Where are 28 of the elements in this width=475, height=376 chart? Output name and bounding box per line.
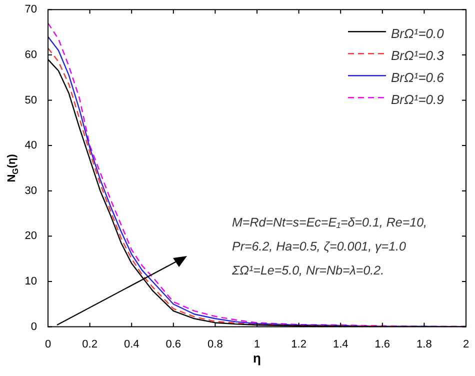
y-tick-label: 0 bbox=[30, 320, 37, 333]
legend-label: BrΩ¹=0.6 bbox=[391, 70, 445, 86]
y-tick-label: 30 bbox=[24, 184, 37, 197]
y-tick-label: 60 bbox=[24, 48, 37, 61]
x-tick-label: 0 bbox=[44, 338, 52, 350]
legend-label: BrΩ¹=0.3 bbox=[391, 48, 445, 64]
y-tick-label: 10 bbox=[24, 276, 37, 288]
annotation: ΣΩ¹=Le=5.0, Nr=Nb=λ=0.2. bbox=[231, 263, 384, 278]
x-tick-label: 1 bbox=[254, 338, 260, 350]
x-tick-label: 0.2 bbox=[82, 338, 98, 350]
legend-label: BrΩ¹=0.9 bbox=[391, 92, 444, 108]
x-tick-label: 1.4 bbox=[332, 338, 348, 350]
x-tick-label: 1.6 bbox=[374, 338, 390, 350]
y-axis-title: NG(η) bbox=[6, 154, 20, 182]
y-tick-label: 50 bbox=[24, 94, 37, 106]
annotation: Pr=6.2, Ha=0.5, ζ=0.001, γ=1.0 bbox=[232, 239, 406, 254]
x-tick-label: 0.8 bbox=[208, 338, 223, 350]
x-tick-label: 0.6 bbox=[166, 338, 182, 350]
x-axis-title: η bbox=[253, 350, 262, 366]
x-tick-label: 2 bbox=[462, 338, 470, 350]
y-tick-label: 20 bbox=[24, 230, 37, 242]
annotation: M=Rd=Nt=s=Ec=E₁=δ=0.1, Re=10, bbox=[232, 215, 428, 230]
x-tick-label: 1.2 bbox=[291, 338, 306, 350]
legend-label: BrΩ¹=0.0 bbox=[391, 26, 445, 42]
y-tick-label: 40 bbox=[24, 140, 37, 152]
y-tick-label: 70 bbox=[24, 4, 37, 16]
x-tick-label: 0.4 bbox=[124, 338, 140, 350]
x-tick-label: 1.8 bbox=[416, 338, 432, 350]
